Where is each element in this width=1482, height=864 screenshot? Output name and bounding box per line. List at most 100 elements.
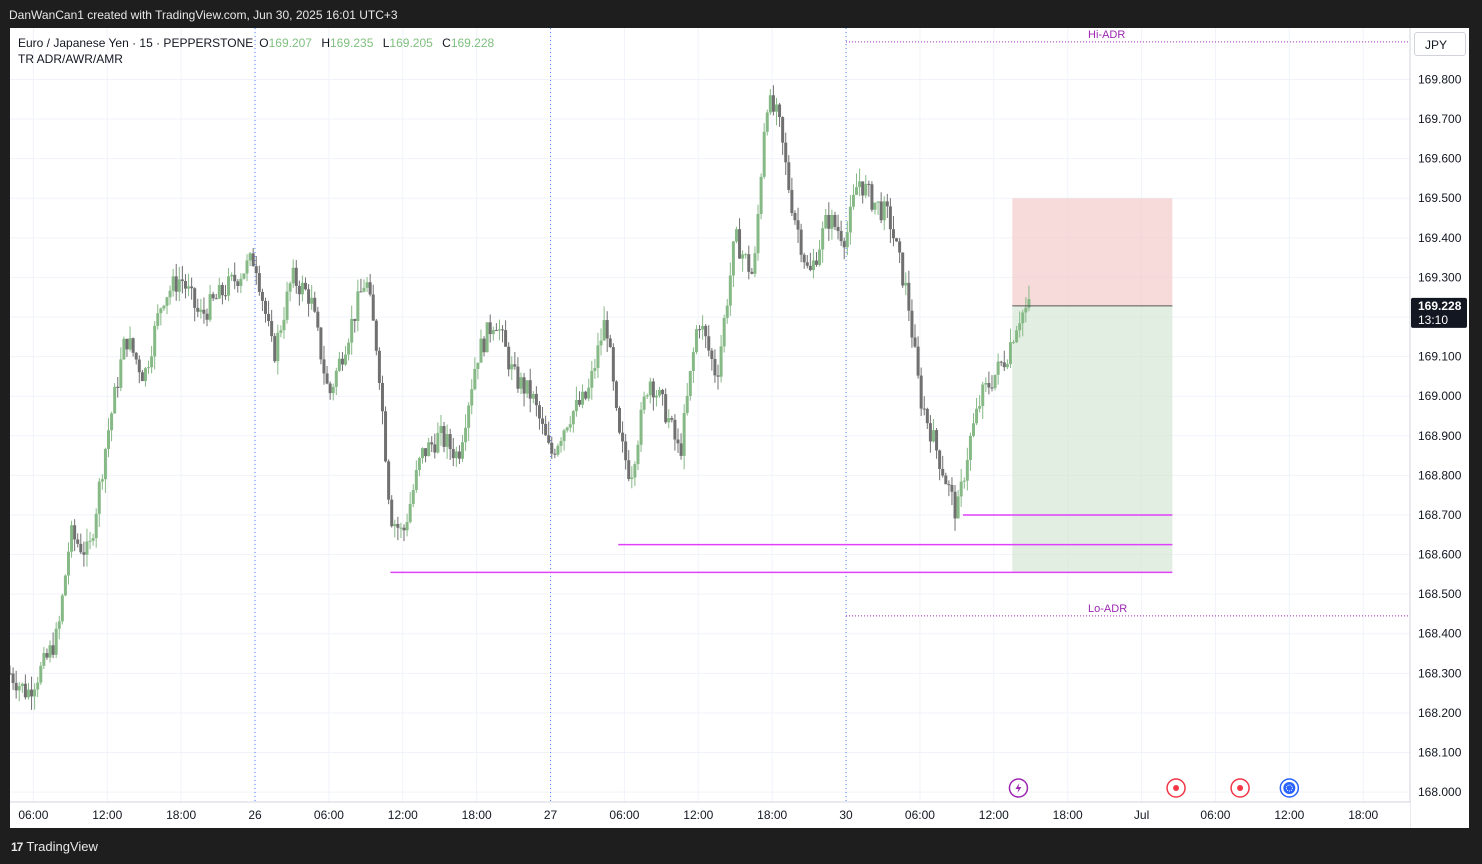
candle-body[interactable] (267, 313, 271, 322)
candle-body[interactable] (984, 383, 988, 385)
candle-body[interactable] (756, 214, 760, 254)
candle-body[interactable] (33, 689, 37, 697)
candle-body[interactable] (731, 241, 735, 276)
candle-body[interactable] (396, 523, 400, 528)
candle-body[interactable] (802, 254, 806, 263)
candle-body[interactable] (1002, 362, 1006, 368)
chart-frame[interactable] (10, 28, 1469, 828)
candle-body[interactable] (270, 321, 274, 337)
stop-loss-zone[interactable] (1012, 198, 1173, 306)
candle-body[interactable] (944, 475, 948, 485)
candle-body[interactable] (922, 408, 926, 410)
candle-body[interactable] (996, 361, 1000, 375)
candle-body[interactable] (710, 350, 714, 359)
candle-body[interactable] (9, 673, 12, 675)
candle-body[interactable] (473, 368, 477, 390)
price-axis[interactable] (1410, 28, 1469, 828)
candle-body[interactable] (476, 362, 480, 369)
candle-body[interactable] (676, 439, 680, 444)
candle-body[interactable] (679, 443, 683, 456)
symbol-title[interactable]: Euro / Japanese Yen · 15 · PEPPERSTONE (18, 36, 254, 50)
candle-body[interactable] (380, 382, 384, 412)
candle-body[interactable] (651, 381, 655, 398)
candle-body[interactable] (728, 275, 732, 306)
candle-body[interactable] (559, 441, 563, 446)
candle-body[interactable] (851, 194, 855, 207)
candle-body[interactable] (227, 276, 231, 296)
tradingview-brand[interactable]: 17 TradingView (11, 839, 98, 854)
candle-body[interactable] (673, 419, 677, 440)
candle-body[interactable] (855, 187, 859, 195)
candle-body[interactable] (119, 359, 123, 388)
candle-body[interactable] (199, 309, 203, 312)
candle-body[interactable] (796, 220, 800, 230)
candle-body[interactable] (654, 395, 658, 398)
candle-body[interactable] (174, 276, 178, 292)
candle-body[interactable] (230, 274, 234, 277)
candle-body[interactable] (467, 405, 471, 428)
candle-body[interactable] (910, 310, 914, 338)
candle-body[interactable] (627, 460, 631, 480)
candle-body[interactable] (223, 295, 227, 297)
candle-body[interactable] (747, 254, 751, 272)
candle-body[interactable] (88, 540, 92, 542)
candle-body[interactable] (925, 408, 929, 424)
candle-body[interactable] (260, 291, 264, 301)
candle-body[interactable] (685, 395, 689, 414)
candle-body[interactable] (70, 525, 74, 552)
candle-body[interactable] (294, 267, 298, 286)
candle-body[interactable] (790, 189, 794, 213)
candle-body[interactable] (990, 387, 994, 389)
candle-body[interactable] (196, 307, 200, 312)
candle-body[interactable] (125, 338, 129, 350)
candle-body[interactable] (85, 541, 89, 555)
candle-body[interactable] (537, 405, 541, 419)
candle-body[interactable] (334, 370, 338, 387)
candle-body[interactable] (750, 271, 754, 274)
candle-body[interactable] (885, 201, 889, 207)
candle-body[interactable] (183, 281, 187, 289)
candle-body[interactable] (722, 318, 726, 347)
candle-body[interactable] (236, 281, 240, 286)
candle-body[interactable] (94, 513, 98, 539)
candle-body[interactable] (1012, 342, 1016, 344)
candle-body[interactable] (701, 325, 705, 330)
candle-body[interactable] (501, 329, 505, 331)
candle-body[interactable] (48, 645, 52, 658)
candle-body[interactable] (91, 538, 95, 541)
candle-body[interactable] (76, 539, 80, 544)
candle-body[interactable] (584, 391, 588, 399)
candle-body[interactable] (350, 318, 354, 343)
candle-body[interactable] (362, 287, 366, 292)
candle-body[interactable] (787, 162, 791, 190)
candle-body[interactable] (784, 142, 788, 163)
candle-body[interactable] (82, 552, 86, 555)
candle-body[interactable] (916, 346, 920, 376)
candle-body[interactable] (725, 305, 729, 319)
candle-body[interactable] (928, 423, 932, 442)
candle-body[interactable] (316, 311, 320, 328)
candle-body[interactable] (187, 286, 191, 289)
candle-body[interactable] (165, 297, 169, 306)
candle-body[interactable] (273, 336, 277, 362)
candle-body[interactable] (445, 434, 449, 447)
candle-body[interactable] (882, 201, 886, 221)
candle-body[interactable] (639, 409, 643, 445)
candle-body[interactable] (42, 653, 46, 666)
candle-body[interactable] (658, 389, 662, 396)
candle-body[interactable] (424, 448, 428, 457)
candle-body[interactable] (805, 262, 809, 266)
candle-body[interactable] (162, 305, 166, 309)
candle-body[interactable] (965, 460, 969, 481)
candle-body[interactable] (214, 298, 218, 300)
candle-body[interactable] (824, 214, 828, 229)
candle-body[interactable] (408, 504, 412, 523)
candle-body[interactable] (608, 338, 612, 348)
candle-body[interactable] (291, 267, 295, 284)
candle-body[interactable] (30, 689, 34, 697)
candle-body[interactable] (704, 325, 708, 337)
candle-body[interactable] (544, 423, 548, 436)
candle-body[interactable] (688, 371, 692, 396)
candle-body[interactable] (999, 361, 1003, 363)
candle-body[interactable] (263, 300, 267, 314)
